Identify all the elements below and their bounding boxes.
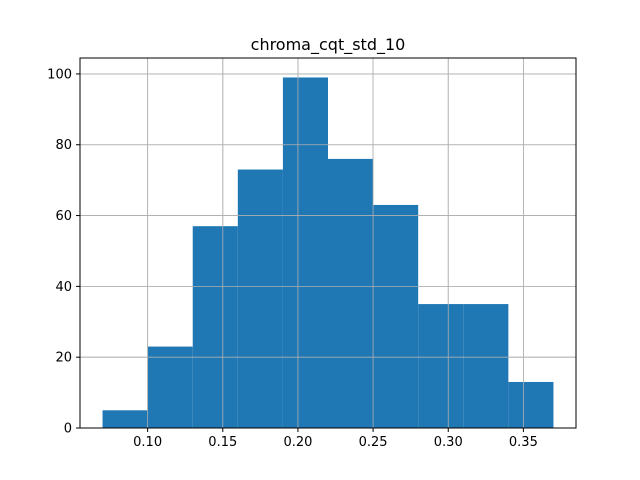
axis-ticks: 0.10 0.15 0.20 0.25 0.30 0.35 0 20 40 60 80 100 (47, 67, 538, 450)
histogram-bar (328, 158, 374, 428)
histogram-bars (102, 77, 554, 428)
x-tick-label: 0.30 (434, 435, 463, 450)
x-tick-label: 0.15 (208, 435, 237, 450)
histogram-bar (102, 410, 148, 428)
histogram-bar (463, 304, 509, 428)
x-tick-label: 0.35 (509, 435, 538, 450)
y-tick-label: 100 (47, 67, 72, 82)
histogram-bar (147, 346, 193, 428)
chart-title: chroma_cqt_std_10 (251, 35, 406, 55)
y-tick-label: 40 (55, 280, 72, 295)
y-tick-label: 20 (55, 351, 72, 366)
histogram-bar (418, 304, 464, 428)
x-tick-label: 0.10 (133, 435, 162, 450)
y-tick-label: 80 (55, 138, 72, 153)
histogram-bar (373, 204, 419, 428)
y-tick-label: 60 (55, 209, 72, 224)
histogram-bar (192, 226, 238, 428)
histogram-bar (508, 381, 554, 428)
plot-frame (79, 57, 577, 429)
histogram-bar (237, 169, 283, 428)
x-tick-label: 0.20 (283, 435, 312, 450)
y-tick-label: 0 (64, 422, 72, 437)
histogram-bar (282, 77, 328, 428)
x-tick-label: 0.25 (359, 435, 388, 450)
